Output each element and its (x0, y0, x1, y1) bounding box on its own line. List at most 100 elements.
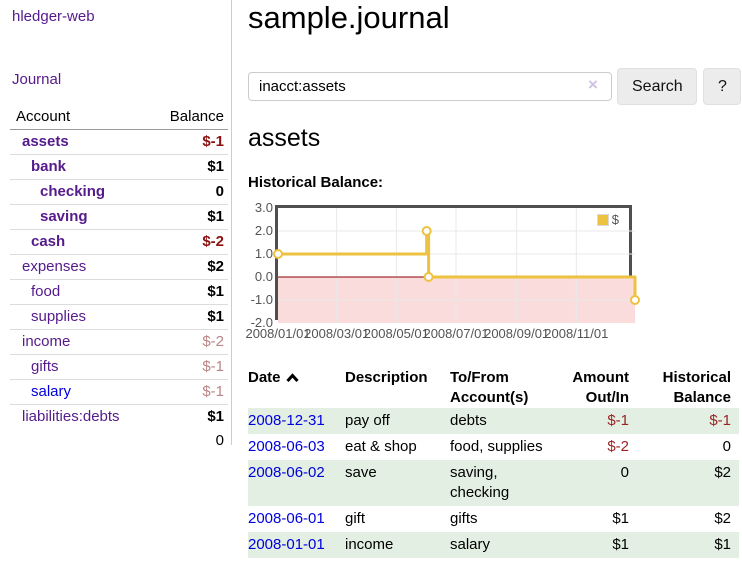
transaction-amount: 0 (620, 464, 629, 481)
chart-legend: $ (594, 211, 621, 228)
transaction-balance: $-1 (709, 412, 731, 429)
sidebar: hledger-web Journal Account Balance asse… (0, 0, 232, 449)
column-header-amount: Amount Out/In (572, 369, 629, 406)
clear-search-icon[interactable]: × (588, 75, 598, 94)
account-link[interactable]: checking (40, 183, 106, 200)
transaction-description: gift (345, 510, 366, 527)
x-axis-tick: 2008/03/01 (304, 326, 370, 341)
accounts-header-balance: Balance (147, 104, 228, 130)
account-balance: $2 (147, 254, 228, 280)
account-row: liabilities:debts $1 (10, 404, 228, 429)
legend-swatch-icon (596, 213, 609, 226)
account-link[interactable]: food (31, 283, 61, 300)
transaction-date-link[interactable]: 2008-06-02 (248, 464, 325, 481)
transaction-amount: $-1 (607, 412, 629, 429)
transaction-description: eat & shop (345, 438, 417, 455)
data-point-marker (423, 272, 434, 282)
transaction-date-link[interactable]: 2008-06-03 (248, 438, 325, 455)
transaction-row: 2008-12-31 pay off debts $-1 $-1 (248, 408, 739, 434)
account-row: food $1 (10, 279, 228, 305)
transaction-description: pay off (345, 412, 390, 429)
account-link[interactable]: bank (31, 158, 67, 175)
page-title: sample.journal (248, 0, 450, 35)
x-axis-tick: 2008/11/01 (544, 326, 609, 341)
data-point-marker (421, 226, 432, 236)
accounts-total-row: 0 (10, 429, 228, 453)
account-link[interactable]: income (22, 333, 71, 350)
transaction-date-link[interactable]: 2008-06-01 (248, 510, 325, 527)
y-axis-tick: 2.0 (254, 223, 273, 238)
account-link[interactable]: salary (31, 383, 72, 400)
column-header-description: Description (345, 369, 428, 386)
accounts-header-account: Account (10, 104, 148, 130)
y-axis-tick: 3.0 (254, 200, 273, 215)
chart-canvas (273, 208, 640, 323)
transaction-accounts: saving, checking (450, 464, 510, 501)
account-link[interactable]: expenses (22, 258, 87, 275)
account-link[interactable]: assets (22, 133, 69, 150)
account-balance: $1 (147, 304, 228, 330)
transaction-balance: $1 (714, 536, 731, 553)
y-axis-tick: -2.0 (250, 315, 273, 330)
account-row: income $-2 (10, 329, 228, 355)
transaction-row: 2008-01-01 income salary $1 $1 (248, 532, 739, 558)
search-button[interactable]: Search (617, 68, 697, 105)
data-point-marker (630, 295, 640, 305)
column-header-balance: Historical Balance (662, 369, 731, 406)
search-input[interactable] (248, 72, 612, 101)
account-balance: $-1 (202, 133, 224, 150)
x-axis-tick: 2008/09/01 (484, 326, 550, 341)
account-row: saving $1 (10, 204, 228, 230)
transaction-row: 2008-06-01 gift gifts $1 $2 (248, 506, 739, 532)
y-axis-tick: 0.0 (254, 269, 273, 284)
transaction-date-link[interactable]: 2008-12-31 (248, 412, 325, 429)
transaction-accounts: salary (450, 536, 491, 553)
account-row: bank $1 (10, 154, 228, 180)
register-table: Date Description To/From Account(s) Amou… (248, 364, 739, 558)
account-link[interactable]: saving (40, 208, 88, 225)
column-header-accounts: To/From Account(s) (450, 369, 529, 406)
sidebar-item-journal[interactable]: Journal (12, 71, 62, 88)
data-point-marker (273, 249, 283, 259)
account-row: gifts $-1 (10, 354, 228, 380)
account-balance: 0 (147, 179, 228, 205)
transaction-accounts: food, supplies (450, 438, 543, 455)
transaction-description: income (345, 536, 394, 553)
account-balance: $1 (147, 154, 228, 180)
transaction-row: 2008-06-02 save saving, checking 0 $2 (248, 460, 739, 506)
help-button[interactable]: ? (703, 68, 741, 105)
column-header-date[interactable]: Date (248, 364, 345, 408)
account-link[interactable]: cash (31, 233, 66, 250)
x-axis-tick: 2008/05/01 (363, 326, 429, 341)
search-form: × Search ? (248, 68, 742, 106)
transaction-amount: $1 (612, 510, 629, 527)
transaction-date-link[interactable]: 2008-01-01 (248, 536, 325, 553)
account-row: assets $-1 (10, 130, 228, 155)
historical-balance-chart: $ 3.0 2.0 1.0 0.0 -1.0 -2.0 2008/01/01 2008/03/… (245, 200, 742, 352)
chart-label: Historical Balance: (248, 174, 384, 191)
account-balance: $1 (147, 404, 228, 429)
account-link[interactable]: supplies (31, 308, 87, 325)
account-balance: $-1 (147, 379, 228, 405)
transaction-description: save (345, 464, 377, 481)
accounts-table: Account Balance assets $-1 bank $1 check… (10, 104, 228, 453)
y-axis-tick: 1.0 (254, 246, 273, 261)
account-balance: $-1 (147, 354, 228, 380)
register-header-row: Date Description To/From Account(s) Amou… (248, 364, 739, 408)
x-axis-tick: 2008/07/01 (423, 326, 489, 341)
transaction-accounts: gifts (450, 510, 478, 527)
accounts-total-value: 0 (215, 432, 224, 449)
account-row: salary $-1 (10, 379, 228, 405)
brand-link[interactable]: hledger-web (12, 8, 95, 25)
x-axis-tick: 2008/01/01 (245, 326, 311, 341)
account-link[interactable]: gifts (31, 358, 59, 375)
legend-label: $ (611, 212, 619, 227)
account-link[interactable]: liabilities:debts (22, 408, 120, 425)
account-row: expenses $2 (10, 254, 228, 280)
account-balance: $1 (147, 204, 228, 230)
account-balance: $-2 (147, 329, 228, 355)
account-balance: $1 (147, 279, 228, 305)
account-heading: assets (248, 124, 321, 152)
transaction-balance: $2 (714, 464, 731, 481)
transaction-amount: $1 (612, 536, 629, 553)
